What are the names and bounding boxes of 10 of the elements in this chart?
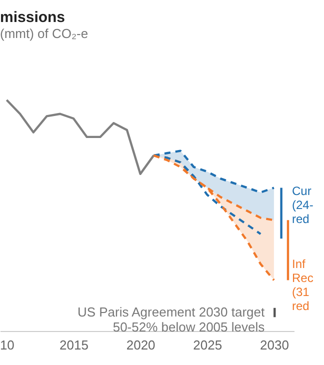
- chart-title: missions: [0, 8, 66, 26]
- annotation: Inf Rec (31 red: [292, 257, 314, 314]
- x-tick-label: 2030: [260, 338, 289, 352]
- x-tick-label: 2025: [193, 338, 222, 352]
- x-tick-label: 10: [0, 338, 14, 352]
- annotation: Cur (24- red: [292, 184, 314, 226]
- x-tick-label: 2020: [126, 338, 156, 352]
- x-tick-label: 2015: [60, 338, 88, 352]
- chart-subtitle: (mmt) of CO₂-e: [0, 26, 88, 41]
- annotation: US Paris Agreement 2030 target 50-52% below 2005 levels: [77, 304, 266, 335]
